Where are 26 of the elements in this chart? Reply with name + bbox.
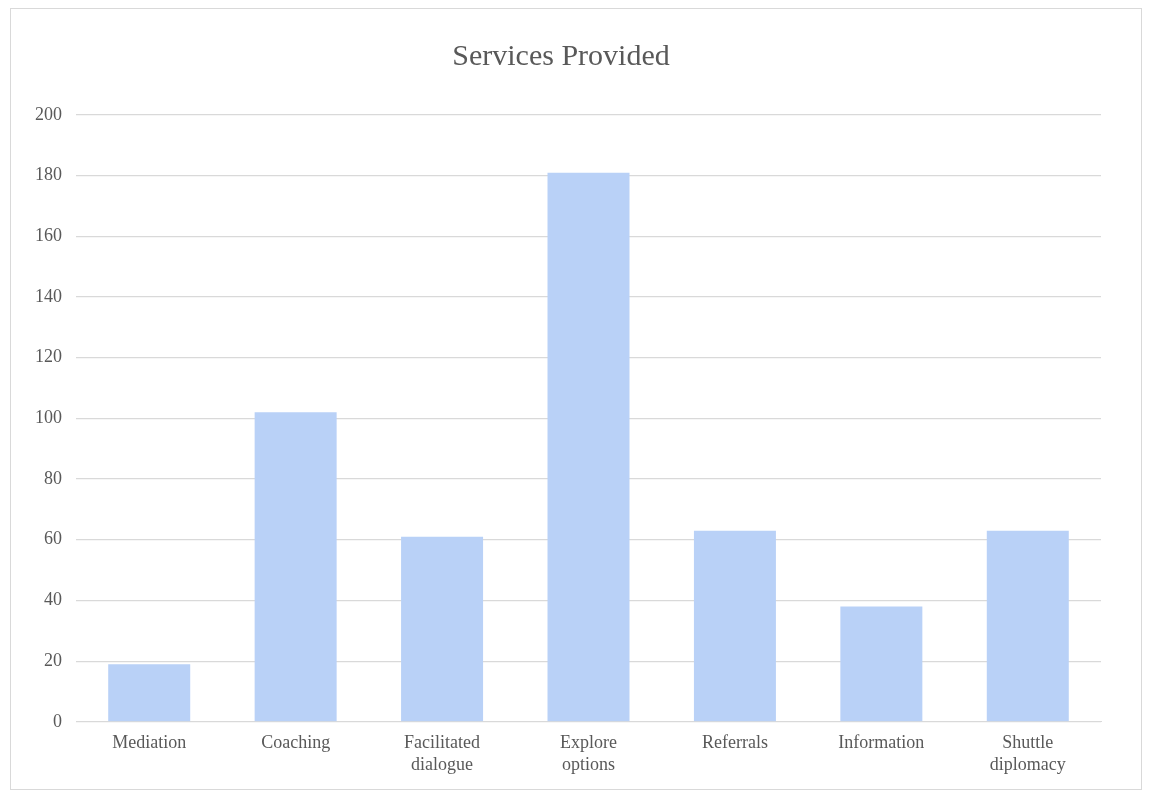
x-tick-label: Shuttle diplomacy	[989, 732, 1066, 774]
y-tick-label: 60	[44, 528, 62, 549]
y-tick-label: 180	[35, 164, 62, 185]
y-tick-label: 80	[44, 467, 62, 488]
bar	[986, 530, 1069, 722]
chart-title: Services Provided	[452, 37, 670, 71]
bar	[401, 536, 484, 722]
bar	[693, 530, 776, 722]
y-tick-label: 20	[44, 649, 62, 670]
x-tick-label: Explore options	[560, 732, 617, 774]
y-tick-label: 140	[35, 285, 62, 306]
bar	[547, 172, 630, 722]
y-tick-label: 100	[35, 407, 62, 428]
y-tick-label: 120	[35, 346, 62, 367]
bar	[254, 412, 337, 722]
x-tick-label: Mediation	[112, 732, 187, 753]
y-tick-label: 200	[35, 103, 62, 124]
y-tick-label: 160	[35, 225, 62, 246]
x-tick-label: Coaching	[261, 732, 331, 753]
x-tick-label: Referrals	[701, 732, 768, 753]
x-tick-label: Facilitated dialogue	[404, 732, 481, 774]
bar	[840, 606, 923, 722]
y-tick-label: 0	[53, 710, 62, 731]
bar	[108, 664, 191, 722]
x-tick-label: Information	[838, 732, 925, 753]
y-tick-label: 40	[44, 589, 62, 610]
